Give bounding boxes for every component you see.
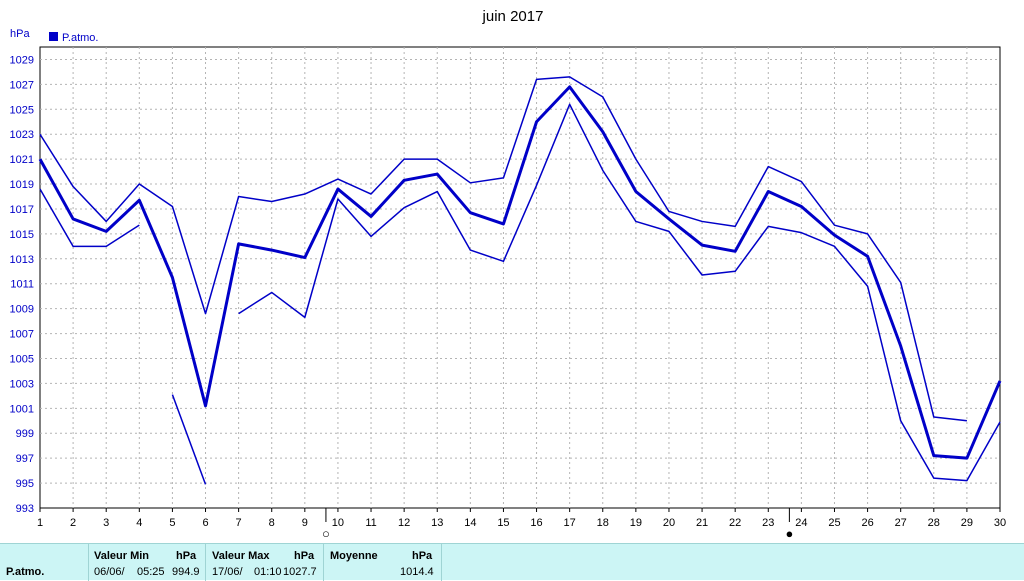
x-tick-label: 8: [269, 517, 275, 529]
avg-header: Moyenne: [330, 550, 378, 562]
y-tick-label: 1007: [10, 329, 34, 341]
x-tick-label: 17: [564, 517, 576, 529]
x-tick-label: 26: [861, 517, 873, 529]
full-moon-icon: ○: [322, 526, 330, 541]
series-line-mean: [38, 85, 1002, 460]
y-axis-unit: hPa: [10, 28, 30, 40]
max-value: 1027.7: [283, 566, 317, 578]
avg-unit: hPa: [412, 550, 433, 562]
legend-label: P.atmo.: [62, 32, 99, 44]
x-tick-label: 3: [103, 517, 109, 529]
x-tick-label: 27: [895, 517, 907, 529]
y-tick-label: 997: [16, 453, 34, 465]
min-unit: hPa: [176, 550, 197, 562]
max-date: 17/06/: [212, 566, 243, 578]
x-tick-label: 15: [497, 517, 509, 529]
x-tick-label: 23: [762, 517, 774, 529]
y-tick-label: 1005: [10, 353, 34, 365]
x-tick-label: 7: [236, 517, 242, 529]
x-tick-label: 6: [202, 517, 208, 529]
series-line-min: [39, 188, 140, 248]
x-tick-label: 29: [961, 517, 973, 529]
series-line-min: [171, 394, 207, 485]
series-lines: [38, 76, 1002, 485]
x-tick-label: 28: [928, 517, 940, 529]
y-tick-label: 1011: [10, 279, 34, 291]
y-tick-label: 1015: [10, 229, 34, 241]
x-tick-label: 11: [365, 517, 376, 529]
x-tick-label: 30: [994, 517, 1006, 529]
plot-frame: [39, 46, 1001, 509]
x-tick-label: 12: [398, 517, 410, 529]
x-tick-label: 20: [663, 517, 675, 529]
x-tick-label: 22: [729, 517, 741, 529]
y-tick-label: 1023: [10, 129, 34, 141]
min-header: Valeur Min: [94, 550, 150, 562]
chart-title: juin 2017: [482, 8, 544, 25]
x-tick-label: 24: [795, 517, 807, 529]
x-tick-label: 1: [37, 517, 43, 529]
y-tick-label: 1019: [10, 179, 34, 191]
x-tick-label: 5: [169, 517, 175, 529]
y-tick-label: 995: [16, 478, 34, 490]
min-time: 05:25: [137, 566, 165, 578]
series-line-min: [238, 103, 1001, 482]
x-tick-label: 9: [302, 517, 308, 529]
y-tick-label: 993: [16, 503, 34, 515]
y-tick-label: 999: [16, 428, 34, 440]
max-header: Valeur Max: [212, 550, 270, 562]
y-tick-label: 1001: [10, 403, 34, 415]
y-tick-label: 1013: [10, 254, 34, 266]
pressure-chart: juin 2017 hPa P.atmo. 993 995 997 999 1001 10…: [10, 8, 1007, 541]
avg-value: 1014.4: [400, 566, 434, 578]
grid: [39, 46, 1001, 509]
new-moon-icon: ●: [785, 526, 793, 541]
x-tick-label: 18: [597, 517, 609, 529]
stats-footer: P.atmo. Valeur Min hPa 06/06/ 05:25 994.…: [0, 543, 1024, 581]
y-tick-label: 1021: [10, 154, 34, 166]
x-tick-label: 25: [828, 517, 840, 529]
min-date: 06/06/: [94, 566, 125, 578]
x-tick-label: 21: [696, 517, 708, 529]
y-tick-label: 1009: [10, 304, 34, 316]
x-tick-label: 14: [464, 517, 476, 529]
y-tick-label: 1017: [10, 204, 34, 216]
x-axis-ticks: 1 2 3 4 5 6 7 8 9 10 11 12 13 14 15 16 17 18 19 20 21 22 23 24 2…: [37, 508, 1006, 529]
series-line-max: [39, 76, 967, 422]
x-tick-label: 16: [530, 517, 542, 529]
y-tick-label: 1027: [10, 79, 34, 91]
min-value: 994.9: [172, 566, 200, 578]
x-tick-label: 10: [332, 517, 344, 529]
moon-markers: ○ ●: [322, 508, 793, 541]
x-tick-label: 4: [136, 517, 142, 529]
y-tick-label: 1025: [10, 104, 34, 116]
max-time: 01:10: [254, 566, 282, 578]
x-tick-label: 13: [431, 517, 443, 529]
y-tick-label: 1029: [10, 54, 34, 66]
max-unit: hPa: [294, 550, 315, 562]
y-tick-label: 1003: [10, 378, 34, 390]
footer-row-label: P.atmo.: [6, 566, 45, 578]
x-tick-label: 19: [630, 517, 642, 529]
y-axis-ticks: 993 995 997 999 1001 1003 1005 1007 1009 1011 1013…: [10, 54, 34, 515]
legend-swatch: [49, 32, 58, 41]
x-tick-label: 2: [70, 517, 76, 529]
